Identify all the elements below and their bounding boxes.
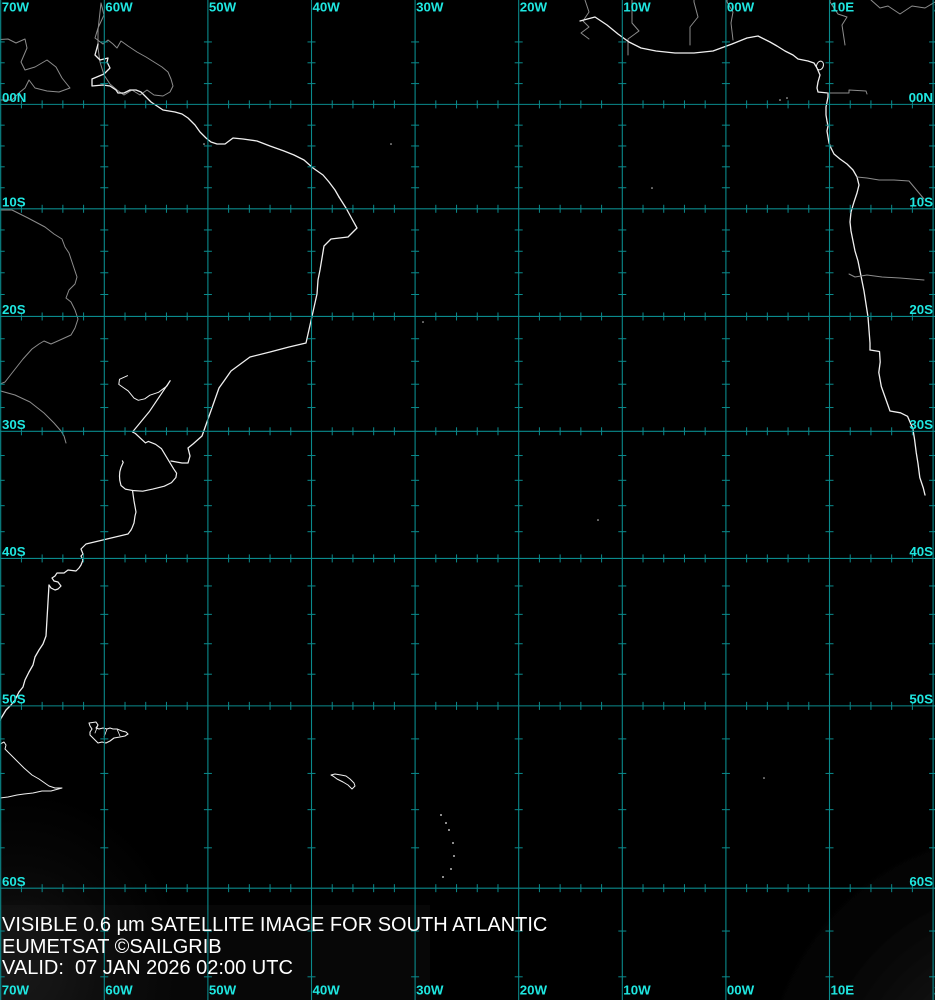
svg-text:20W: 20W [520, 0, 548, 14]
svg-text:50S: 50S [909, 692, 933, 707]
svg-text:30S: 30S [2, 417, 26, 432]
svg-text:30W: 30W [416, 982, 444, 997]
svg-text:10S: 10S [2, 194, 26, 209]
svg-text:60W: 60W [105, 982, 133, 997]
svg-text:20W: 20W [520, 982, 548, 997]
svg-text:50S: 50S [2, 692, 26, 707]
svg-text:10W: 10W [623, 0, 651, 14]
svg-text:40W: 40W [313, 982, 341, 997]
svg-text:10W: 10W [623, 982, 651, 997]
svg-text:60W: 60W [105, 0, 133, 14]
svg-text:00N: 00N [909, 90, 933, 105]
svg-text:00W: 00W [727, 982, 755, 997]
svg-text:10E: 10E [831, 0, 855, 14]
svg-text:00W: 00W [727, 0, 755, 14]
svg-text:60S: 60S [909, 874, 933, 889]
svg-text:40S: 40S [2, 544, 26, 559]
svg-text:60S: 60S [2, 874, 26, 889]
svg-text:30W: 30W [416, 0, 444, 14]
svg-text:40W: 40W [313, 0, 341, 14]
svg-text:20S: 20S [2, 302, 26, 317]
svg-text:70W: 70W [2, 982, 30, 997]
svg-text:30S: 30S [909, 417, 933, 432]
svg-text:10S: 10S [909, 194, 933, 209]
svg-text:50W: 50W [209, 982, 237, 997]
svg-text:40S: 40S [909, 544, 933, 559]
svg-text:50W: 50W [209, 0, 237, 14]
svg-text:70W: 70W [2, 0, 30, 14]
svg-text:20S: 20S [909, 302, 933, 317]
svg-text:10E: 10E [831, 982, 855, 997]
svg-text:00N: 00N [2, 90, 26, 105]
